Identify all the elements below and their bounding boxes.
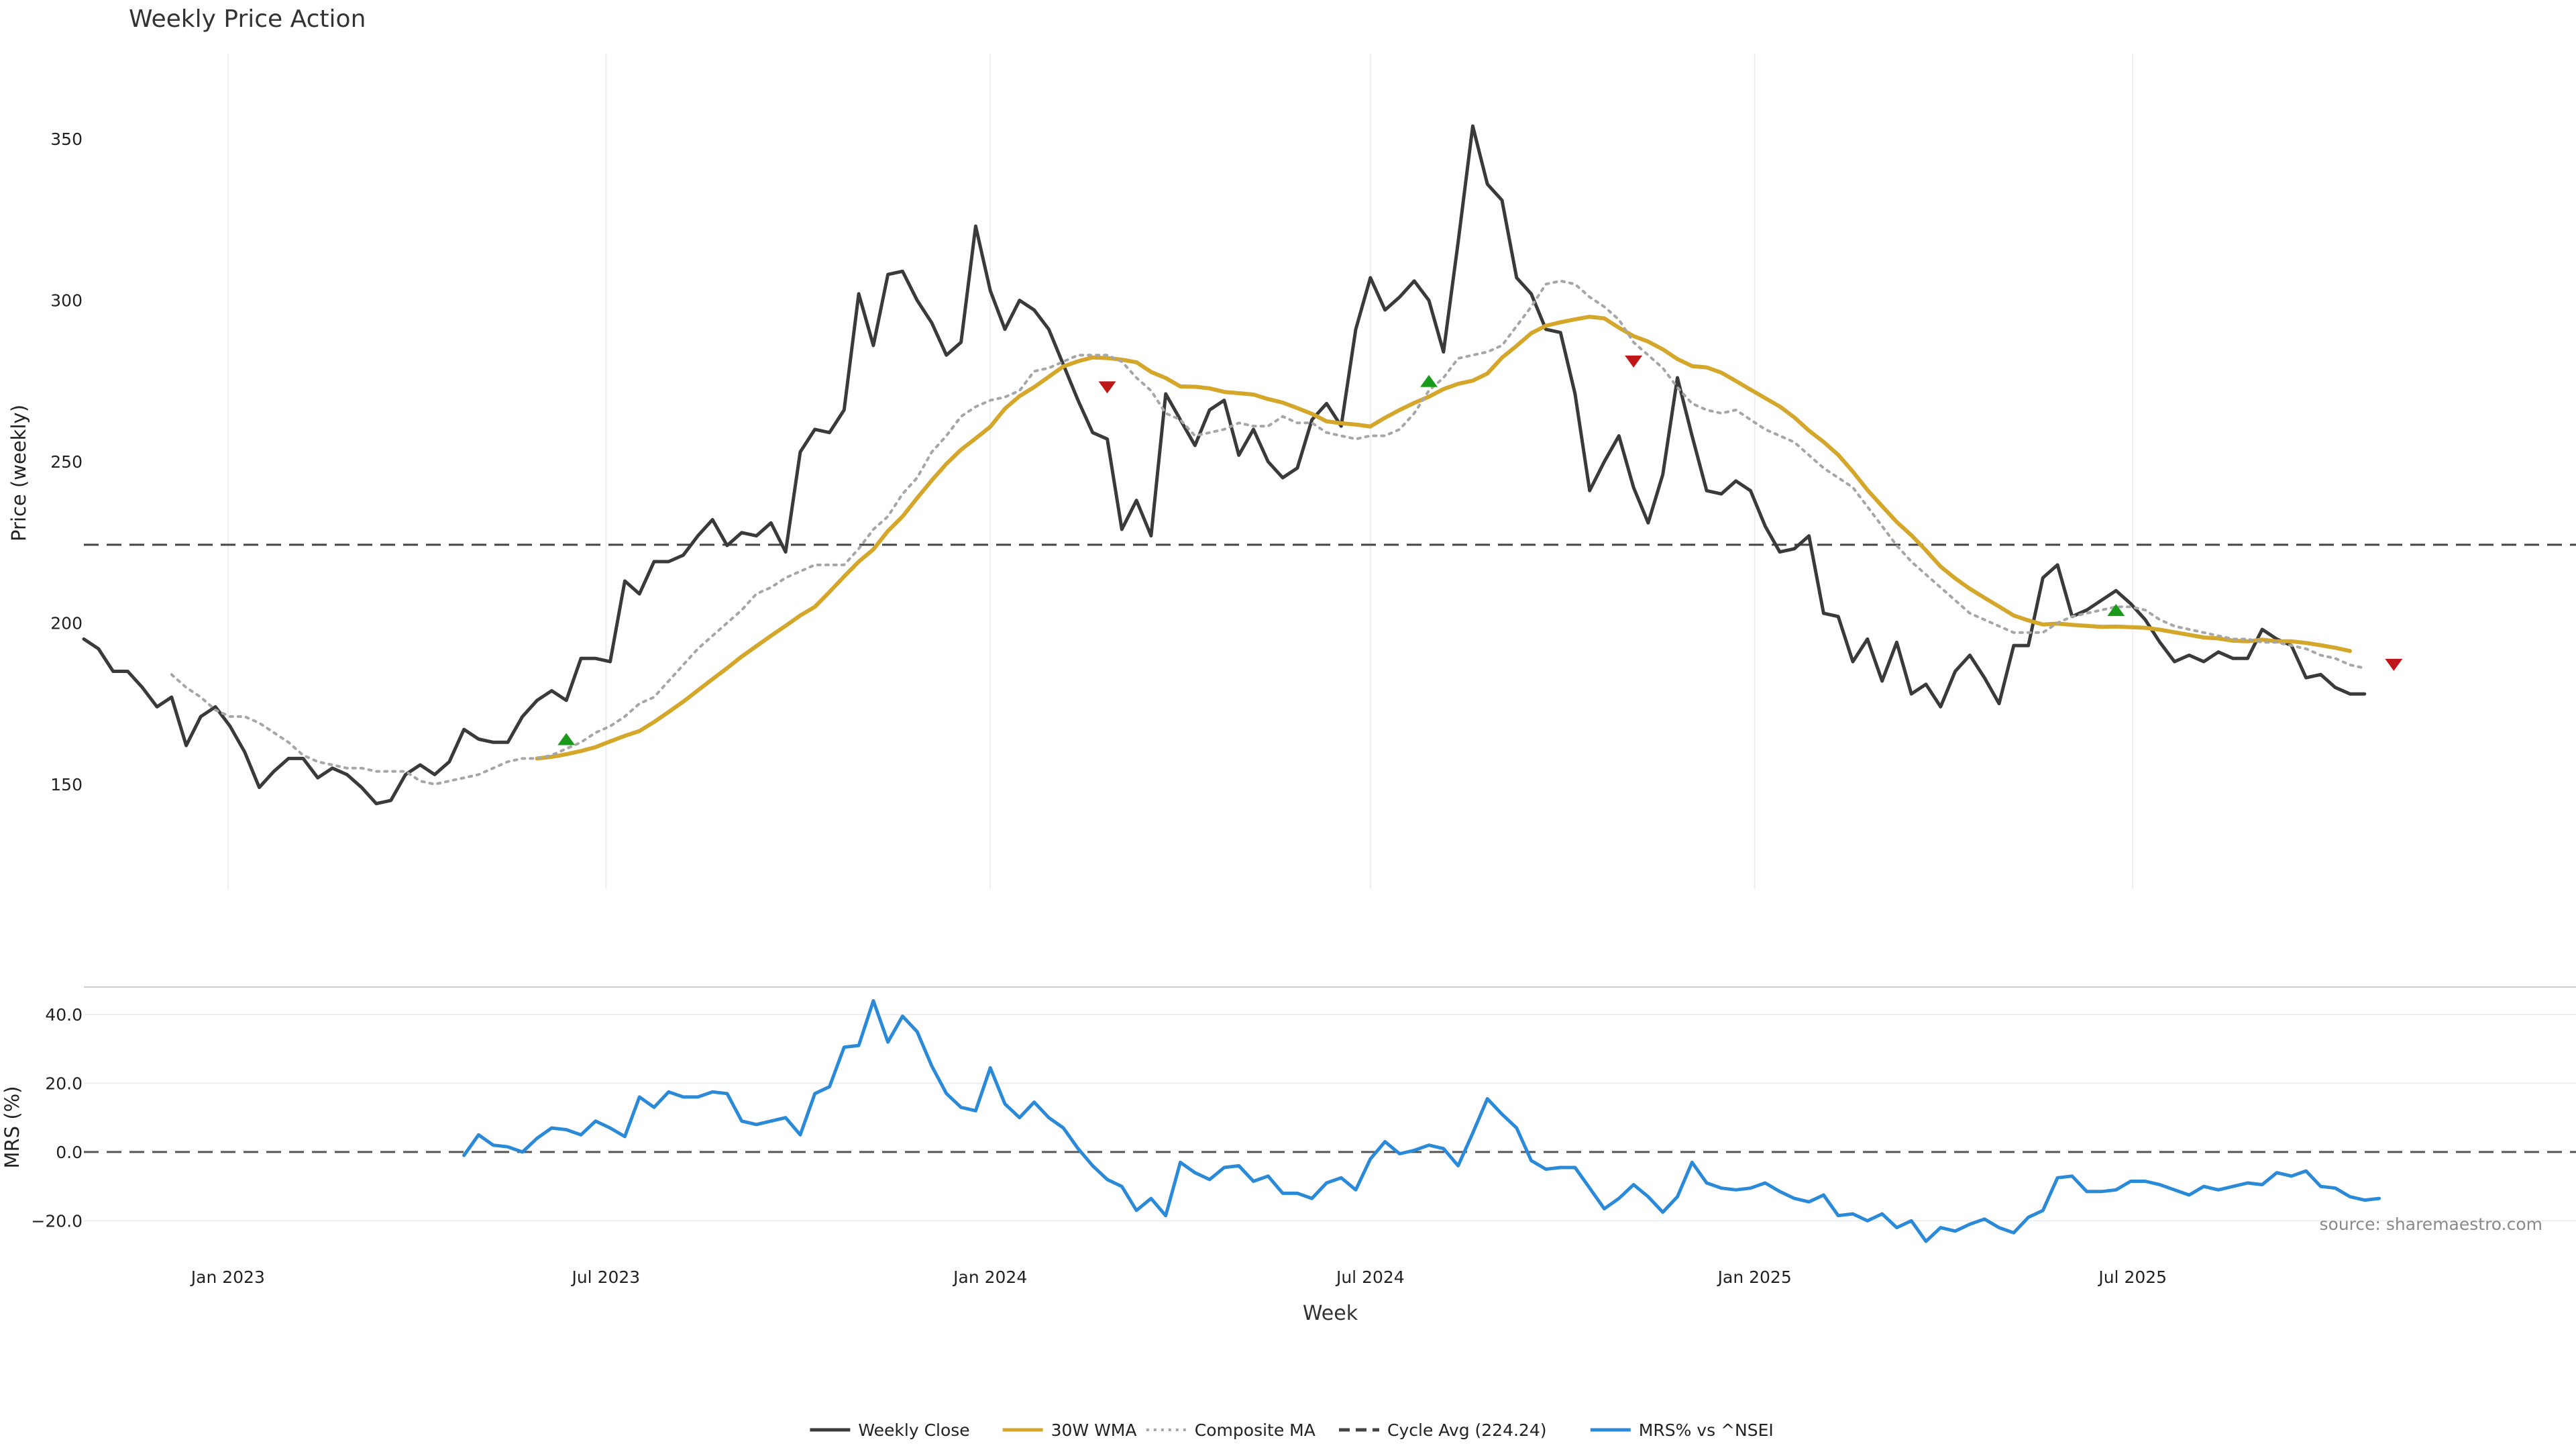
- price-y-tick-label: 300: [50, 291, 83, 311]
- mrs-y-ticks: −20.0 0.0 20.0 40.0: [31, 1005, 83, 1231]
- legend-label-cycle-avg-224-24: Cycle Avg (224.24): [1387, 1420, 1547, 1440]
- mrs-y-tick-label: 40.0: [45, 1005, 83, 1025]
- price-y-tick-label: 200: [50, 613, 83, 633]
- mrs-axis-label: MRS (%): [1, 1086, 23, 1169]
- x-tick-label: Jan 2025: [1717, 1267, 1792, 1287]
- series-weekly-close-line: [82, 124, 2367, 806]
- legend-label-weekly-close: Weekly Close: [858, 1420, 969, 1440]
- x-axis-label: Week: [1303, 1302, 1358, 1325]
- x-tick-label: Jan 2024: [952, 1267, 1027, 1287]
- mrs-y-tick-label: 0.0: [56, 1143, 83, 1162]
- chart-title: Weekly Price Action: [129, 5, 366, 33]
- legend-label-composite-ma: Composite MA: [1195, 1420, 1316, 1440]
- series-mrs-vs-nsei-line: [462, 999, 2381, 1243]
- x-tick-label: Jul 2024: [1335, 1267, 1405, 1287]
- price-axis-label: Price (weekly): [7, 405, 30, 541]
- legend-label-mrs-vs-nsei: MRS% vs ^NSEI: [1639, 1420, 1774, 1440]
- buy-signal-marker: [557, 733, 576, 745]
- price-grid: [227, 54, 2134, 889]
- legend: Weekly Close 30W WMA Composite MA Cycle Avg…: [810, 1420, 1774, 1440]
- x-tick-label: Jul 2025: [2097, 1267, 2167, 1287]
- price-y-tick-label: 150: [50, 775, 83, 794]
- price-y-ticks: 150 200 250 300 350: [50, 129, 83, 794]
- mrs-grid: [84, 1013, 2576, 1222]
- x-tick-label: Jul 2023: [570, 1267, 640, 1287]
- series-composite-ma-line: [170, 279, 2366, 786]
- sell-signal-marker: [1098, 381, 1116, 394]
- price-series: [82, 124, 2367, 806]
- buy-signal-marker: [1420, 374, 1438, 387]
- price-y-tick-label: 250: [50, 452, 83, 472]
- legend-label-30w-wma: 30W WMA: [1051, 1420, 1137, 1440]
- mrs-y-tick-label: −20.0: [31, 1211, 83, 1231]
- buy-signal-marker: [2107, 604, 2125, 617]
- price-y-tick-label: 350: [50, 129, 83, 149]
- mrs-y-tick-label: 20.0: [45, 1074, 83, 1093]
- signal-markers: [557, 355, 2403, 745]
- sell-signal-marker: [1625, 355, 1643, 368]
- mrs-series: [462, 999, 2381, 1243]
- x-tick-label: Jan 2023: [190, 1267, 265, 1287]
- x-ticks: Jan 2023 Jul 2023 Jan 2024 Jul 2024 Jan 2025…: [190, 1267, 2167, 1287]
- series-30w-wma-line: [535, 315, 2352, 761]
- source-label: source: sharemaestro.com: [2320, 1214, 2543, 1234]
- sell-signal-marker: [2385, 658, 2403, 671]
